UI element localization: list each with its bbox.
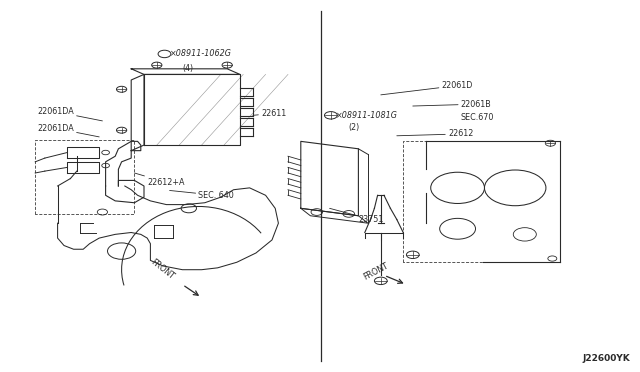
Text: SEC.670: SEC.670 [461,113,494,122]
Text: 22061DA: 22061DA [37,124,99,137]
Text: 22612: 22612 [397,129,474,138]
Text: FRONT: FRONT [149,257,176,281]
Text: 23751: 23751 [330,208,384,224]
Text: FRONT: FRONT [362,261,390,282]
Text: (2): (2) [349,123,360,132]
Text: J22600YK: J22600YK [582,354,630,363]
Text: 22612+A: 22612+A [134,173,185,187]
Text: (4): (4) [182,64,193,73]
Text: 22611: 22611 [253,109,286,118]
Text: ×08911-1081G: ×08911-1081G [336,111,398,120]
Text: 22061DA: 22061DA [37,107,102,121]
Text: SEC. 640: SEC. 640 [170,190,234,200]
Text: ×08911-1062G: ×08911-1062G [170,49,232,58]
Text: 22061B: 22061B [413,100,492,109]
Text: 22061D: 22061D [381,81,473,95]
